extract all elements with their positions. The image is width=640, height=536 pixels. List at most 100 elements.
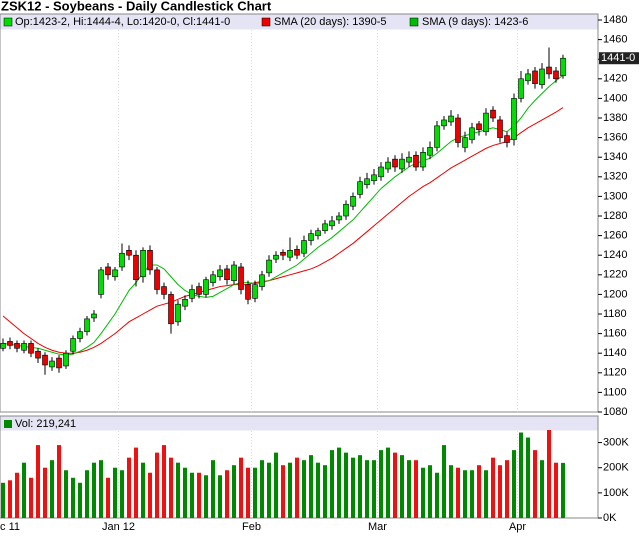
y-tick-label: 1080: [603, 406, 627, 418]
candle-body: [182, 298, 188, 307]
legend-band: [0, 14, 598, 30]
candle-body: [63, 352, 69, 367]
volume-bar: [309, 455, 313, 518]
volume-bar: [190, 472, 194, 518]
candle-body: [511, 98, 517, 140]
volume-bar: [295, 457, 299, 518]
candle-body: [14, 343, 20, 349]
volume-bar: [239, 457, 243, 518]
y-tick-label: 1160: [603, 328, 627, 340]
candle-body: [21, 343, 27, 351]
candle-body: [497, 119, 503, 138]
candle-body: [168, 294, 174, 325]
volume-bar: [29, 477, 33, 518]
x-tick-label: Apr: [509, 521, 526, 533]
volume-bar: [1, 482, 5, 518]
candle-body: [224, 268, 230, 281]
y-tick-label: 1380: [603, 112, 627, 124]
candle-body: [525, 73, 531, 82]
candle-body: [357, 181, 363, 195]
volume-bar: [505, 460, 509, 518]
candle-body: [462, 137, 468, 148]
candle-body: [35, 350, 41, 359]
volume-bar: [491, 457, 495, 518]
legend-swatch: [409, 17, 419, 27]
candle-body: [539, 68, 545, 85]
candle-body: [392, 158, 398, 168]
y-tick-label: 200K: [603, 462, 629, 474]
y-tick-label: 1420: [603, 73, 627, 85]
volume-bar: [211, 460, 215, 518]
candle-body: [7, 341, 13, 346]
volume-bar: [169, 457, 173, 518]
y-tick-label: 100K: [603, 487, 629, 499]
volume-bar: [498, 465, 502, 518]
volume-bar: [183, 467, 187, 518]
candle-body: [203, 279, 209, 295]
volume-bar: [8, 480, 12, 518]
volume-bar: [36, 445, 40, 518]
candle-body: [322, 223, 328, 231]
volume-bar: [113, 467, 117, 518]
volume-bar: [561, 462, 565, 518]
volume-bar: [15, 472, 19, 518]
volume-bar: [99, 460, 103, 518]
volume-bar: [358, 455, 362, 518]
volume-bar: [120, 470, 124, 518]
y-tick-label: 1120: [603, 367, 627, 379]
candle-body: [378, 166, 384, 178]
volume-bar: [246, 467, 250, 518]
volume-bar: [57, 445, 61, 518]
volume-bar: [225, 470, 229, 518]
candle-body: [287, 250, 293, 258]
chart-title: ZSK12 - Soybeans - Daily Candlestick Cha…: [1, 0, 272, 13]
candle-body: [532, 70, 538, 84]
candle-body: [28, 343, 34, 354]
volume-legend: Vol: 219,241: [15, 418, 76, 430]
candle-body: [259, 274, 265, 287]
volume-bar: [407, 460, 411, 518]
candle-body: [70, 338, 76, 352]
volume-bar: [260, 460, 264, 518]
candle-body: [343, 203, 349, 217]
volume-bar: [477, 465, 481, 518]
volume-bar: [148, 472, 152, 518]
candle-body: [294, 249, 300, 256]
candle-body: [154, 269, 160, 290]
volume-bar: [533, 450, 537, 518]
candle-body: [336, 215, 342, 221]
volume-bar: [540, 460, 544, 518]
y-tick-label: 1360: [603, 132, 627, 144]
x-tick-label: Jan 12: [102, 521, 135, 533]
volume-bar: [386, 447, 390, 518]
candle-body: [245, 284, 251, 300]
volume-bar: [127, 457, 131, 518]
volume-bar: [463, 470, 467, 518]
candle-body: [42, 354, 48, 366]
volume-bar: [435, 472, 439, 518]
y-tick-label: 1460: [603, 34, 627, 46]
volume-bar: [365, 460, 369, 518]
candle-body: [161, 286, 167, 295]
volume-bar: [337, 447, 341, 518]
candle-body: [189, 289, 195, 299]
y-tick-label: 1320: [603, 171, 627, 183]
volume-bar: [323, 465, 327, 518]
candle-body: [441, 119, 447, 127]
candle-body: [364, 178, 370, 185]
volume-bar: [400, 455, 404, 518]
volume-bar: [414, 460, 418, 518]
candle-body: [273, 254, 279, 260]
price-panel: [0, 13, 599, 413]
y-tick-label: 1140: [603, 347, 627, 359]
volume-bar: [428, 465, 432, 518]
candle-body: [455, 117, 461, 143]
volume-bar: [554, 462, 558, 518]
volume-bar: [22, 462, 26, 518]
volume-bar: [253, 467, 257, 518]
candle-body: [196, 286, 202, 295]
volume-bar: [162, 445, 166, 518]
candle-body: [560, 57, 566, 76]
volume-bar: [470, 470, 474, 518]
